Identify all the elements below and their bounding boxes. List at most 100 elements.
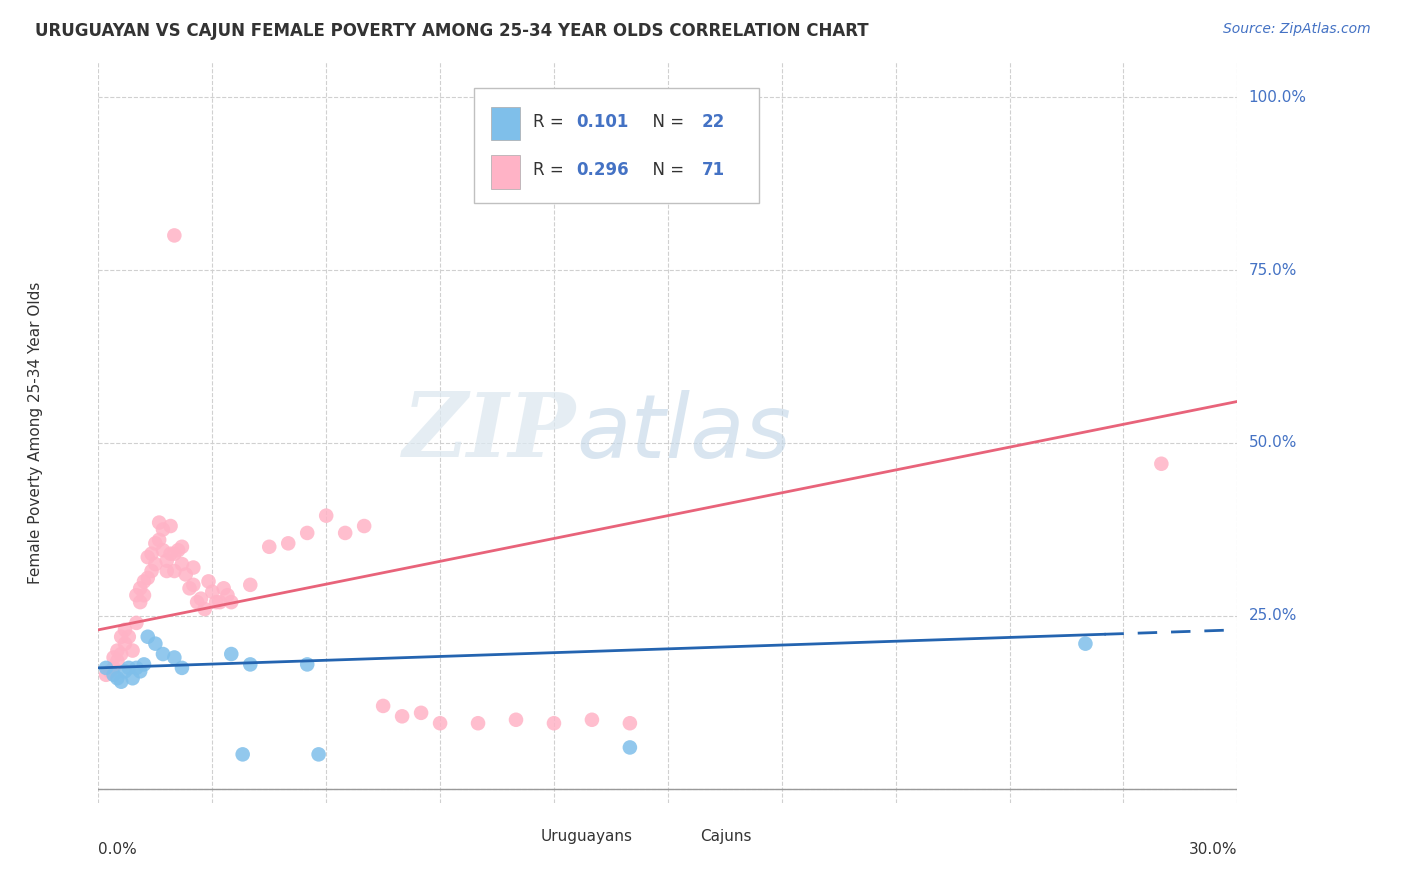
Point bbox=[118, 661, 141, 675]
Point bbox=[170, 557, 193, 571]
Point bbox=[132, 588, 155, 602]
Point bbox=[129, 665, 152, 679]
Point bbox=[145, 536, 167, 550]
Text: 100.0%: 100.0% bbox=[1249, 89, 1306, 104]
Point bbox=[163, 228, 186, 243]
Text: 0.101: 0.101 bbox=[576, 113, 628, 131]
Point bbox=[391, 709, 413, 723]
Point bbox=[167, 543, 190, 558]
Point bbox=[315, 508, 337, 523]
Point bbox=[411, 706, 433, 720]
Text: N =: N = bbox=[641, 161, 689, 179]
Point bbox=[98, 665, 121, 679]
Point bbox=[156, 564, 179, 578]
Point bbox=[152, 523, 174, 537]
Point bbox=[132, 574, 155, 589]
Point bbox=[619, 716, 641, 731]
Point bbox=[186, 595, 208, 609]
Point bbox=[581, 713, 603, 727]
Point bbox=[125, 588, 148, 602]
Point bbox=[543, 716, 565, 731]
Point bbox=[156, 554, 179, 568]
Point bbox=[141, 564, 163, 578]
Point bbox=[110, 647, 132, 661]
Point bbox=[159, 519, 181, 533]
Point bbox=[194, 602, 217, 616]
Point bbox=[125, 661, 148, 675]
Text: Uruguayans: Uruguayans bbox=[540, 829, 633, 844]
Point bbox=[94, 661, 117, 675]
Point bbox=[118, 630, 141, 644]
Text: 22: 22 bbox=[702, 113, 725, 131]
Text: 0.296: 0.296 bbox=[576, 161, 630, 179]
Point bbox=[121, 671, 143, 685]
Point bbox=[107, 671, 129, 685]
Point bbox=[205, 595, 228, 609]
Point bbox=[239, 578, 262, 592]
Point bbox=[170, 661, 193, 675]
Point bbox=[619, 740, 641, 755]
Point bbox=[467, 716, 489, 731]
Point bbox=[103, 667, 125, 681]
Point bbox=[197, 574, 219, 589]
Text: Source: ZipAtlas.com: Source: ZipAtlas.com bbox=[1223, 22, 1371, 37]
Point bbox=[221, 595, 243, 609]
Point bbox=[163, 650, 186, 665]
Point bbox=[208, 595, 231, 609]
Point bbox=[121, 643, 143, 657]
Point bbox=[1150, 457, 1173, 471]
Text: 0.0%: 0.0% bbox=[98, 842, 138, 856]
Point bbox=[505, 713, 527, 727]
Point bbox=[259, 540, 281, 554]
Point bbox=[145, 557, 167, 571]
Point bbox=[107, 654, 129, 668]
Point bbox=[201, 584, 224, 599]
Text: N =: N = bbox=[641, 113, 689, 131]
Point bbox=[148, 516, 170, 530]
Point bbox=[129, 595, 152, 609]
Text: 75.0%: 75.0% bbox=[1249, 262, 1296, 277]
Point bbox=[277, 536, 299, 550]
Point bbox=[429, 716, 451, 731]
FancyBboxPatch shape bbox=[474, 88, 759, 203]
Point bbox=[1074, 637, 1097, 651]
Bar bbox=[509, 825, 533, 847]
Point bbox=[136, 630, 159, 644]
Point bbox=[103, 661, 125, 675]
Point bbox=[239, 657, 262, 672]
Text: Cajuns: Cajuns bbox=[700, 829, 751, 844]
Point bbox=[110, 630, 132, 644]
Point bbox=[114, 623, 136, 637]
Point bbox=[212, 582, 235, 596]
Point bbox=[148, 533, 170, 547]
Point bbox=[94, 667, 117, 681]
Point bbox=[136, 571, 159, 585]
Point bbox=[353, 519, 375, 533]
Point bbox=[183, 578, 205, 592]
Bar bbox=[668, 825, 693, 847]
Point bbox=[125, 615, 148, 630]
Point bbox=[170, 540, 193, 554]
Point bbox=[297, 657, 319, 672]
Point bbox=[297, 525, 319, 540]
Point bbox=[221, 647, 243, 661]
Point bbox=[371, 698, 394, 713]
Point bbox=[141, 547, 163, 561]
Point bbox=[183, 560, 205, 574]
Point bbox=[114, 665, 136, 679]
Point bbox=[136, 550, 159, 565]
Point bbox=[335, 525, 357, 540]
Text: 50.0%: 50.0% bbox=[1249, 435, 1296, 450]
Text: 30.0%: 30.0% bbox=[1189, 842, 1237, 856]
Point bbox=[110, 674, 132, 689]
Point bbox=[145, 637, 167, 651]
Point bbox=[190, 591, 212, 606]
Text: Female Poverty Among 25-34 Year Olds: Female Poverty Among 25-34 Year Olds bbox=[28, 282, 44, 583]
Text: R =: R = bbox=[533, 161, 569, 179]
Point bbox=[107, 643, 129, 657]
Bar bbox=[491, 155, 520, 189]
Point bbox=[163, 547, 186, 561]
Text: atlas: atlas bbox=[576, 390, 792, 475]
Text: URUGUAYAN VS CAJUN FEMALE POVERTY AMONG 25-34 YEAR OLDS CORRELATION CHART: URUGUAYAN VS CAJUN FEMALE POVERTY AMONG … bbox=[35, 22, 869, 40]
Point bbox=[217, 588, 239, 602]
